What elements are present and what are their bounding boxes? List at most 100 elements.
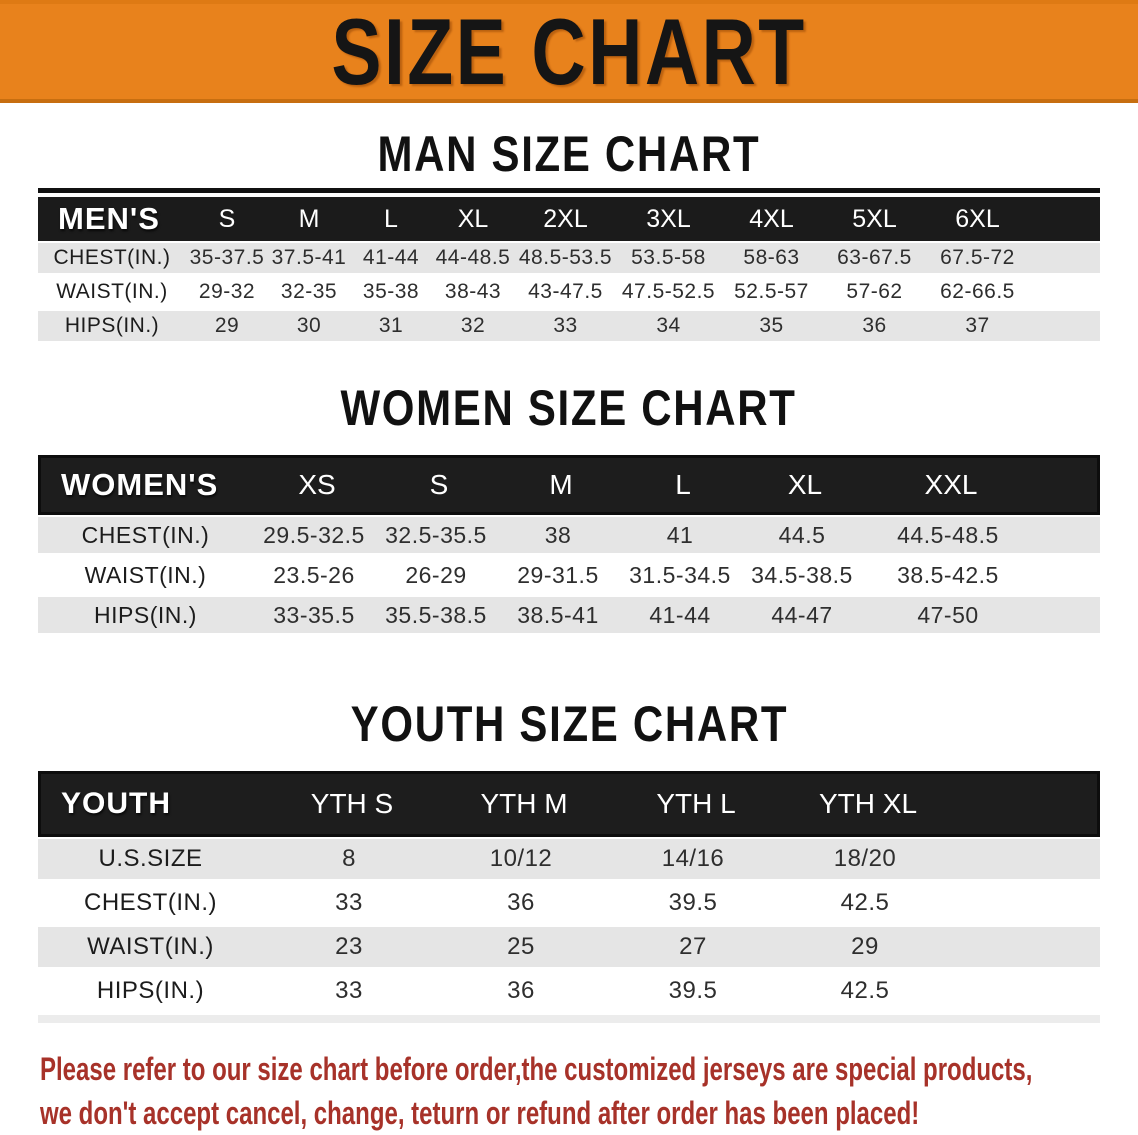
mens-hips-in-value: 36 (862, 314, 887, 337)
mens-size-column: XL (457, 204, 489, 233)
womens-chest-in-value: 32.5-35.5 (385, 521, 487, 548)
youth-chest-in-value: 36 (507, 889, 535, 916)
womens-waist-in-value: 29-31.5 (517, 561, 599, 588)
womens-chest-in-value: 41 (666, 521, 694, 548)
youth-row-waist-in: WAIST(IN.) 23 25 27 29 (38, 925, 1100, 969)
mens-waist-in-value: 62-66.5 (940, 280, 1015, 303)
womens-size-column: XXL (924, 469, 978, 500)
mens-group-label: MEN'S (58, 201, 160, 236)
youth-size-column: YTH L (656, 788, 736, 819)
mens-chest-in-value: 35-37.5 (189, 246, 265, 269)
mens-row-label-hips-in: HIPS(IN.) (64, 314, 160, 337)
mens-hips-in-value: 31 (378, 314, 404, 337)
size-chart-banner: SIZE CHART (0, 0, 1138, 103)
mens-table-header: MEN'S S M L XL 2XL 3XL 4XL 5XL 6XL (38, 197, 1100, 241)
mens-size-column: 4XL (749, 204, 794, 233)
mens-hips-in-value: 32 (460, 314, 486, 337)
womens-row-label-chest-in: CHEST(IN.) (81, 521, 210, 548)
mens-size-column: 2XL (543, 204, 588, 233)
womens-hips-in-value: 47-50 (917, 601, 979, 628)
womens-table-header: WOMEN'S XS S M L XL XXL (38, 455, 1100, 515)
youth-row-label-chest-in: CHEST(IN.) (84, 889, 217, 916)
youth-size-column: YTH XL (818, 788, 918, 819)
mens-hips-in-value: 37 (965, 314, 990, 337)
mens-hips-in-value: 29 (214, 314, 240, 337)
womens-waist-in-value: 23.5-26 (273, 561, 355, 588)
womens-row-waist-in: WAIST(IN.) 23.5-26 26-29 29-31.5 31.5-34.5 34… (38, 555, 1100, 595)
mens-size-column: 6XL (955, 204, 1000, 233)
youth-row-u-s-size: U.S.SIZE 8 10/12 14/16 18/20 (38, 837, 1100, 881)
womens-chest-in-value: 29.5-32.5 (263, 521, 365, 548)
youth-waist-in-value: 29 (851, 933, 879, 960)
youth-row-hips-in: HIPS(IN.) 33 36 39.5 42.5 (38, 969, 1100, 1013)
womens-row-hips-in: HIPS(IN.) 33-35.5 35.5-38.5 38.5-41 41-44 44-… (38, 595, 1100, 635)
youth-section-heading: YOUTH SIZE CHART (0, 699, 1138, 749)
womens-chest-in-value: 44.5 (778, 521, 826, 548)
mens-row-label-chest-in: CHEST(IN.) (53, 246, 171, 269)
youth-hips-in-value: 39.5 (668, 977, 718, 1004)
youth-waist-in-value: 27 (679, 933, 707, 960)
womens-waist-in-value: 31.5-34.5 (629, 561, 731, 588)
youth-row-label-hips-in: HIPS(IN.) (96, 977, 205, 1004)
womens-size-column: XL (787, 469, 823, 500)
women-section-heading-text: WOMEN SIZE CHART (340, 380, 798, 436)
womens-waist-in-value: 38.5-42.5 (897, 561, 999, 588)
womens-chest-in-value: 44.5-48.5 (897, 521, 999, 548)
disclaimer-note: Please refer to our size chart before or… (40, 1047, 1138, 1135)
womens-waist-in-value: 26-29 (405, 561, 467, 588)
mens-waist-in-value: 29-32 (198, 280, 256, 303)
womens-row-label-waist-in: WAIST(IN.) (84, 561, 207, 588)
mens-waist-in-value: 57-62 (846, 280, 903, 303)
youth-row-chest-in: CHEST(IN.) 33 36 39.5 42.5 (38, 881, 1100, 925)
youth-size-column: YTH S (310, 788, 394, 819)
mens-hips-in-value: 35 (759, 314, 784, 337)
youth-u-s-size-value: 10/12 (489, 845, 553, 872)
mens-chest-in-value: 53.5-58 (631, 246, 706, 269)
womens-hips-in-value: 38.5-41 (517, 601, 599, 628)
mens-waist-in-value: 47.5-52.5 (621, 280, 716, 303)
youth-waist-in-value: 25 (507, 933, 535, 960)
mens-chest-in-value: 58-63 (743, 246, 800, 269)
women-section-heading: WOMEN SIZE CHART (0, 383, 1138, 433)
mens-waist-in-value: 52.5-57 (734, 280, 809, 303)
womens-hips-in-value: 33-35.5 (273, 601, 355, 628)
youth-u-s-size-value: 18/20 (833, 845, 897, 872)
mens-hips-in-value: 33 (553, 314, 578, 337)
page-title: SIZE CHART (331, 0, 807, 104)
mens-chest-in-value: 63-67.5 (837, 246, 912, 269)
mens-waist-in-value: 43-47.5 (528, 280, 603, 303)
youth-waist-in-value: 23 (335, 933, 363, 960)
youth-group-label: YOUTH (61, 787, 171, 820)
youth-hips-in-value: 36 (507, 977, 535, 1004)
mens-waist-in-value: 38-43 (444, 280, 502, 303)
youth-u-s-size-value: 14/16 (661, 845, 725, 872)
mens-table-top-rule (38, 188, 1100, 193)
mens-chest-in-value: 44-48.5 (435, 246, 511, 269)
youth-chest-in-value: 33 (335, 889, 363, 916)
mens-hips-in-value: 30 (296, 314, 322, 337)
youth-row-label-waist-in: WAIST(IN.) (87, 933, 214, 960)
man-section-heading: MAN SIZE CHART (0, 129, 1138, 179)
womens-group-label: WOMEN'S (61, 467, 219, 502)
youth-row-label-u-s-size: U.S.SIZE (98, 845, 203, 872)
youth-chest-in-value: 42.5 (840, 889, 890, 916)
mens-row-chest-in: CHEST(IN.) 35-37.5 37.5-41 41-44 44-48.5 48.5… (38, 241, 1100, 275)
mens-row-label-waist-in: WAIST(IN.) (56, 280, 168, 303)
youth-table-bottom-edge (38, 1015, 1100, 1023)
mens-size-column: 3XL (646, 204, 691, 233)
womens-size-column: M (549, 469, 573, 500)
mens-chest-in-value: 48.5-53.5 (518, 246, 613, 269)
mens-chest-in-value: 37.5-41 (271, 246, 347, 269)
youth-hips-in-value: 33 (335, 977, 363, 1004)
mens-row-hips-in: HIPS(IN.) 29 30 31 32 33 34 35 36 37 (38, 309, 1100, 343)
womens-hips-in-value: 44-47 (771, 601, 833, 628)
youth-section-heading-text: YOUTH SIZE CHART (350, 696, 788, 752)
youth-chest-in-value: 39.5 (668, 889, 718, 916)
womens-chest-in-value: 38 (544, 521, 572, 548)
womens-hips-in-value: 35.5-38.5 (385, 601, 487, 628)
mens-hips-in-value: 34 (656, 314, 681, 337)
mens-size-column: 5XL (852, 204, 897, 233)
disclaimer-line-1: Please refer to our size chart before or… (40, 1051, 1033, 1087)
disclaimer-line-2: we don't accept cancel, change, teturn o… (40, 1095, 920, 1131)
youth-hips-in-value: 42.5 (840, 977, 890, 1004)
